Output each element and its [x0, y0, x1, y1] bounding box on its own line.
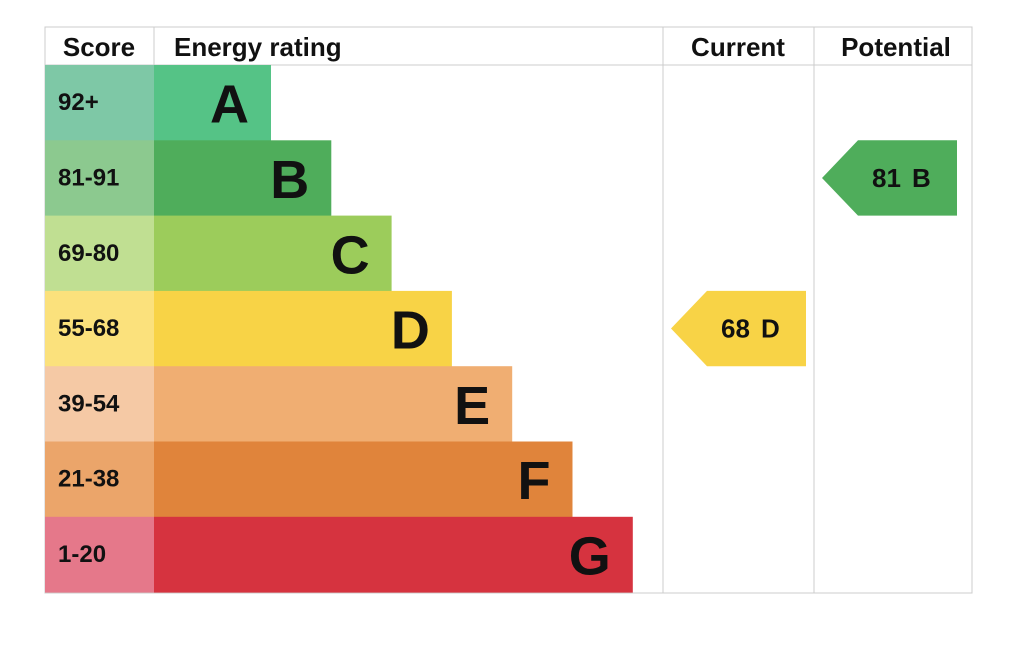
score-label: 81-91 [58, 164, 119, 191]
arrow-value: 81 [872, 163, 901, 193]
arrow-value: 68 [721, 314, 750, 344]
rating-bar [154, 215, 392, 292]
score-label: 92+ [58, 89, 99, 116]
band-letter: F [518, 451, 551, 511]
header: Potential [841, 32, 951, 62]
score-cell [45, 215, 154, 292]
header: Current [691, 32, 785, 62]
band-letter: A [210, 75, 249, 135]
band-letter: E [454, 376, 490, 436]
rating-arrow [822, 140, 957, 216]
score-cell [45, 290, 154, 367]
score-label: 69-80 [58, 240, 119, 267]
rating-arrow [671, 290, 806, 367]
header: Energy rating [174, 32, 342, 62]
band-letter: C [331, 225, 370, 285]
score-label: 21-38 [58, 466, 119, 493]
rating-bar [154, 140, 332, 217]
score-cell [45, 65, 154, 141]
score-label: 39-54 [58, 390, 120, 417]
score-cell [45, 441, 154, 518]
score-cell [45, 366, 154, 442]
arrow-letter: B [912, 163, 931, 193]
band-letter: G [569, 526, 611, 586]
score-label: 1-20 [58, 541, 106, 568]
arrow-letter: D [761, 314, 780, 344]
rating-bar [154, 516, 633, 593]
rating-bar [154, 65, 271, 141]
header: Score [63, 32, 135, 62]
band-letter: B [270, 150, 309, 210]
rating-bar [154, 366, 513, 442]
score-label: 55-68 [58, 315, 119, 342]
rating-bar [154, 290, 452, 367]
band-letter: D [391, 301, 430, 361]
rating-bar [154, 441, 573, 518]
score-cell [45, 140, 154, 217]
score-cell [45, 516, 154, 593]
